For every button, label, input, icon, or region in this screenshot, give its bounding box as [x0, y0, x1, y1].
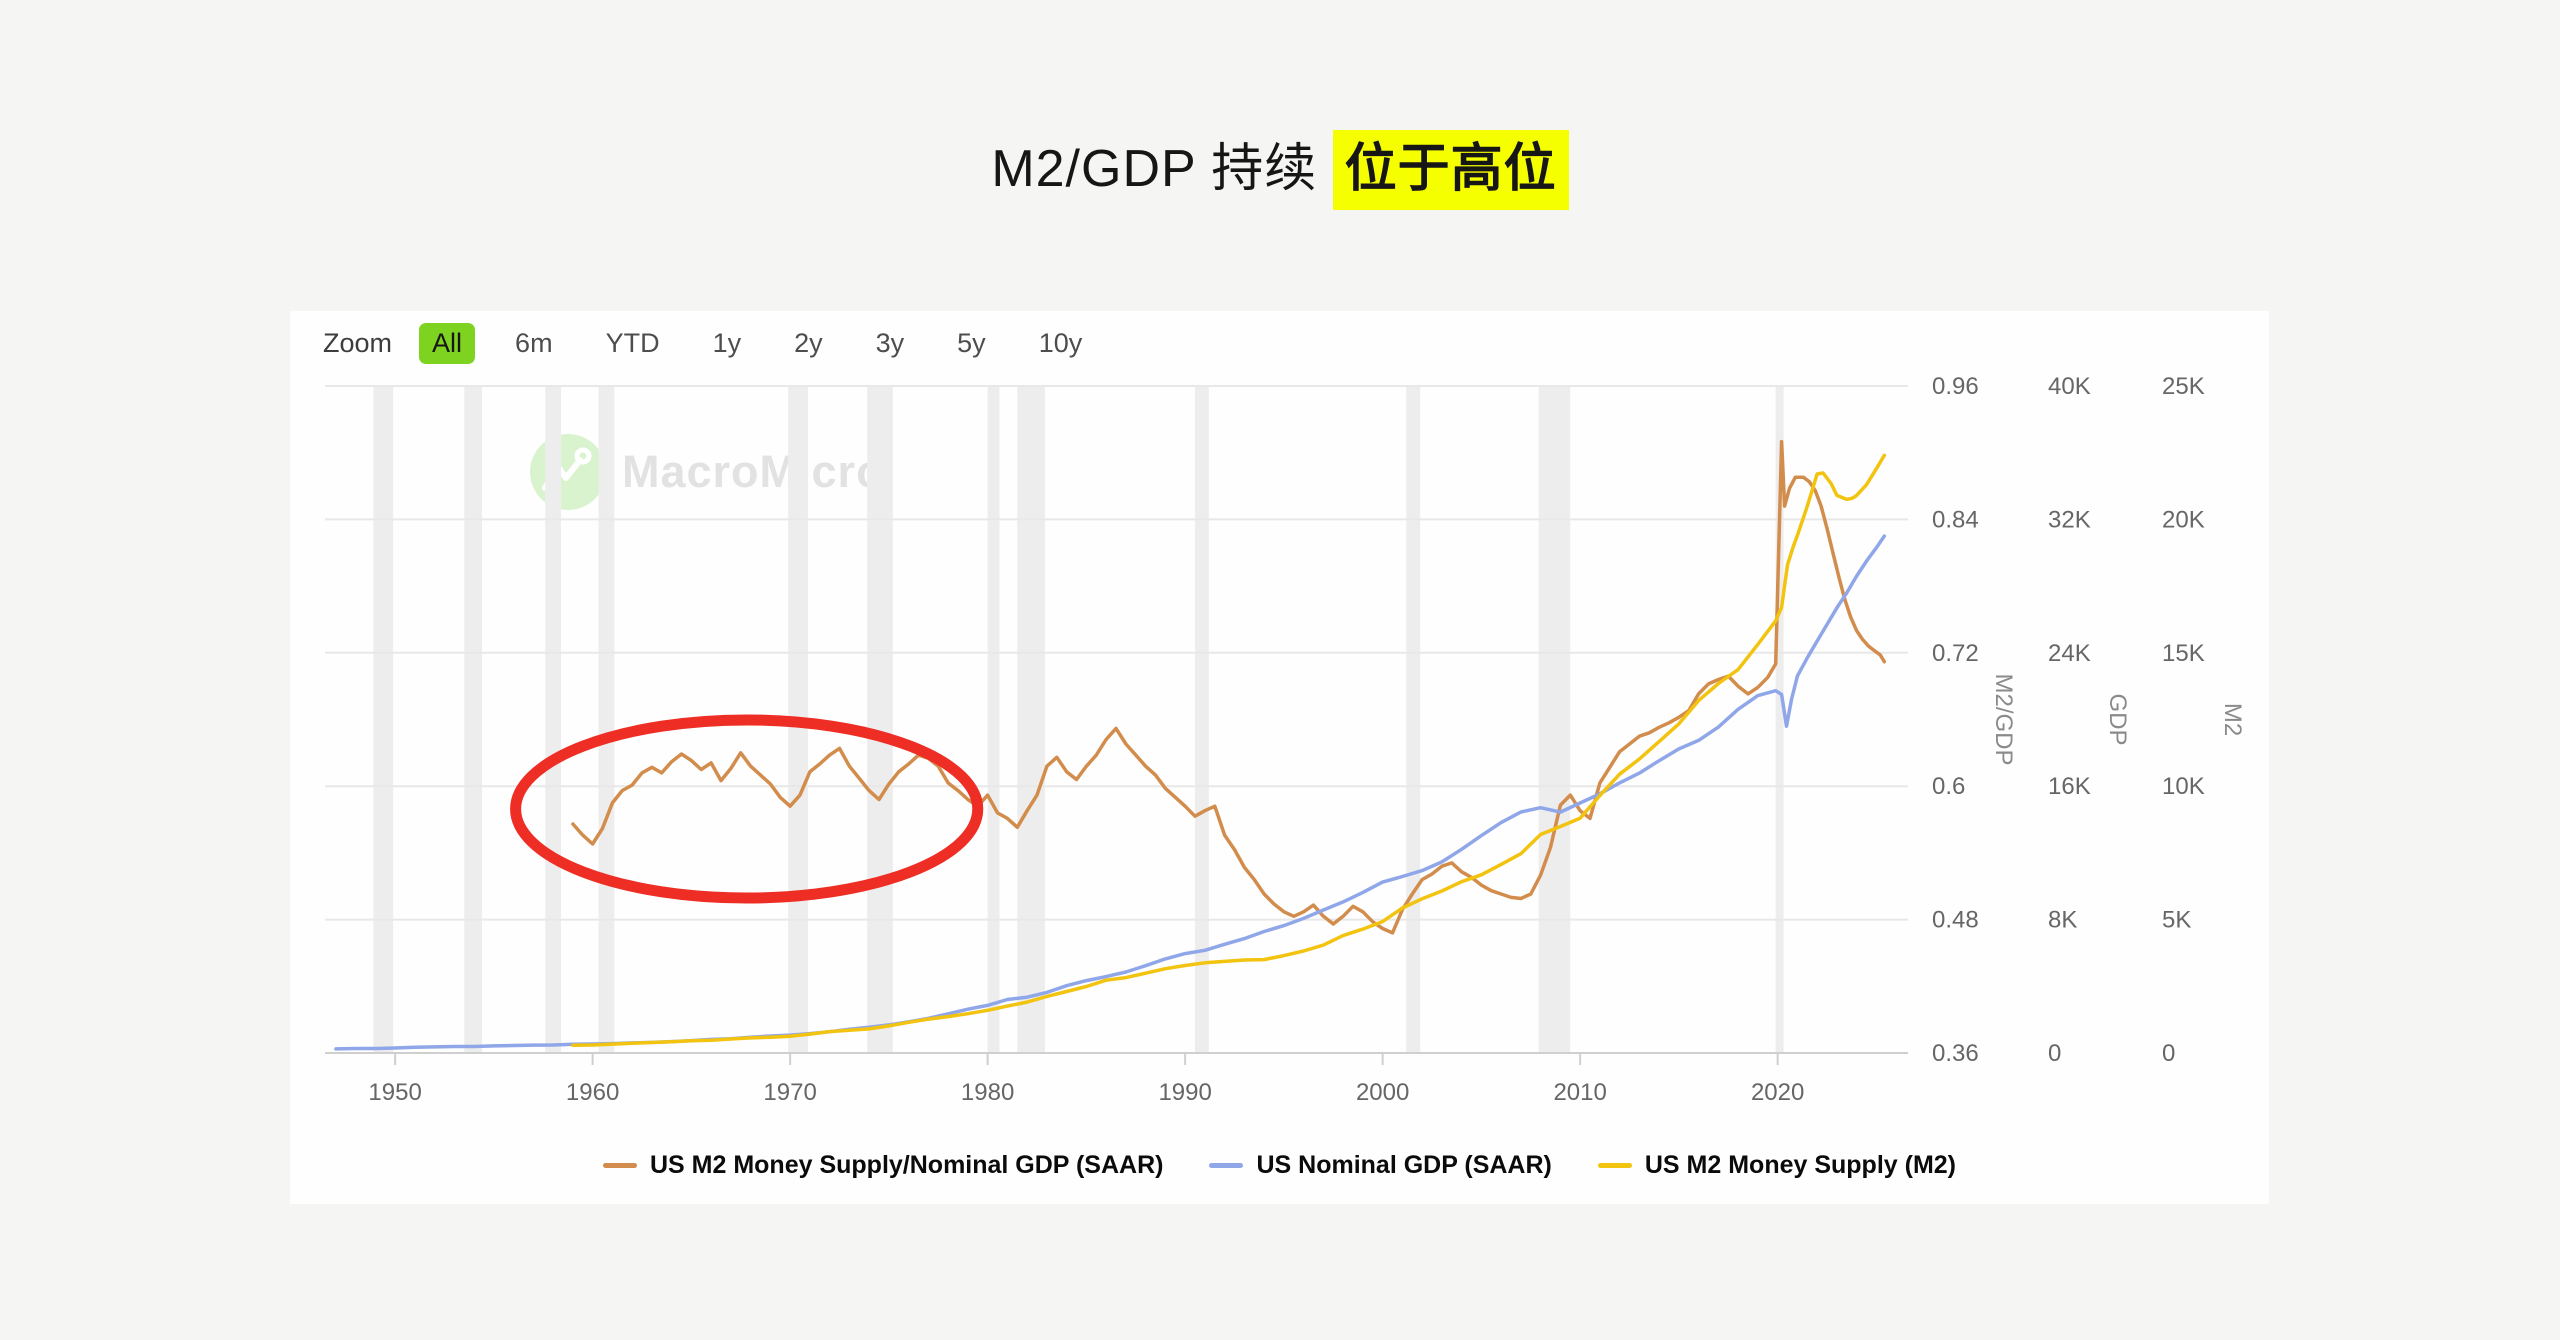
y-axis-title-m2: M2 [2219, 703, 2246, 736]
recession-band [867, 386, 893, 1053]
zoom-range-button-6m[interactable]: 6m [515, 328, 553, 358]
x-axis-label: 1970 [763, 1079, 816, 1106]
y-axis-title-m2-gdp: M2/GDP [1990, 673, 2017, 765]
y-axis-label-m2: 25K [2162, 373, 2205, 400]
zoom-range-button-2y[interactable]: 2y [794, 328, 823, 358]
recession-band [545, 386, 562, 1053]
recession-band [1775, 386, 1784, 1053]
y-axis-label-m2: 0 [2162, 1040, 2175, 1067]
zoom-range-button-10y[interactable]: 10y [1038, 328, 1083, 358]
y-axis-label-m2: 20K [2162, 506, 2205, 533]
x-axis-label: 2020 [1751, 1079, 1804, 1106]
series-line-1 [334, 534, 1887, 1051]
x-axis-label: 2010 [1553, 1079, 1606, 1106]
x-axis-label: 1960 [566, 1079, 619, 1106]
y-axis-label-gdp: 24K [2048, 640, 2091, 667]
zoom-range-button-1y[interactable]: 1y [712, 328, 742, 358]
y-axis-label-gdp: 40K [2048, 373, 2091, 400]
chart-plot-area: 1950 1960 1970 1980 1990 2000 2010 2020 0.96 0.84… [325, 373, 2246, 1106]
legend-item-2[interactable]: US M2 Money Supply (M2) [1597, 1151, 1957, 1180]
recession-band [1538, 386, 1571, 1053]
recession-band [1406, 386, 1421, 1053]
recession-band [373, 386, 394, 1053]
legend-label: US Nominal GDP (SAAR) [1256, 1151, 1552, 1179]
y-axis-label-gdp: 16K [2048, 773, 2091, 800]
zoom-range-button-ytd[interactable]: YTD [605, 328, 660, 358]
x-axis-label: 1980 [961, 1079, 1014, 1106]
y-axis-label-m2-gdp: 0.84 [1932, 506, 1979, 533]
recession-band [987, 386, 1000, 1053]
zoom-range-button-5y[interactable]: 5y [957, 328, 986, 358]
y-axis-label-m2-gdp: 0.36 [1932, 1040, 1979, 1067]
recession-band [598, 386, 615, 1053]
page-title-text: M2/GDP 持续 [991, 140, 1318, 198]
recession-band [464, 386, 483, 1053]
zoom-range-button-all[interactable]: All [419, 323, 476, 364]
legend-dash-icon [1597, 1163, 1632, 1168]
x-axis-label: 1950 [368, 1079, 421, 1106]
recession-band [1195, 386, 1209, 1053]
y-axis-label-gdp: 32K [2048, 506, 2091, 533]
y-axis-label-gdp: 8K [2048, 907, 2077, 934]
legend-dash-icon [602, 1163, 637, 1168]
y-axis-label-m2-gdp: 0.48 [1932, 907, 1979, 934]
x-axis-label: 1990 [1158, 1079, 1211, 1106]
chart-legend: US M2 Money Supply/Nominal GDP (SAAR) US … [290, 1151, 2269, 1180]
x-axis-label: 2000 [1356, 1079, 1409, 1106]
recession-band [1017, 386, 1045, 1053]
chart-card: Zoom All 6m YTD 1y 2y 3y 5y 10y MacroMicro 1950… [290, 311, 2269, 1204]
y-axis-title-gdp: GDP [2104, 693, 2131, 745]
y-axis-label-m2-gdp: 0.72 [1932, 640, 1979, 667]
y-axis-label-m2: 5K [2162, 907, 2191, 934]
y-axis-label-m2-gdp: 0.6 [1932, 773, 1965, 800]
legend-label: US M2 Money Supply (M2) [1644, 1151, 1957, 1179]
zoom-toolbar: Zoom All 6m YTD 1y 2y 3y 5y 10y [323, 323, 1095, 364]
series-line-0 [571, 439, 1887, 935]
y-axis-label-gdp: 0 [2048, 1040, 2061, 1067]
y-axis-label-m2: 15K [2162, 640, 2205, 667]
legend-dash-icon [1209, 1163, 1244, 1168]
y-axis-label-m2: 10K [2162, 773, 2205, 800]
zoom-toolbar-label: Zoom [323, 328, 393, 358]
page-title-highlight: 位于高位 [1332, 130, 1569, 210]
legend-item-0[interactable]: US M2 Money Supply/Nominal GDP (SAAR) [602, 1151, 1164, 1180]
watermark-text: MacroMicro [622, 446, 885, 497]
annotation-ellipse [510, 714, 984, 904]
series-line-2 [571, 453, 1887, 1048]
y-axis-label-m2-gdp: 0.96 [1932, 373, 1979, 400]
page-title: M2/GDP 持续 位于高位 [0, 126, 2560, 210]
zoom-range-button-3y[interactable]: 3y [875, 328, 905, 358]
legend-label: US M2 Money Supply/Nominal GDP (SAAR) [649, 1151, 1164, 1179]
legend-item-1[interactable]: US Nominal GDP (SAAR) [1209, 1151, 1552, 1180]
